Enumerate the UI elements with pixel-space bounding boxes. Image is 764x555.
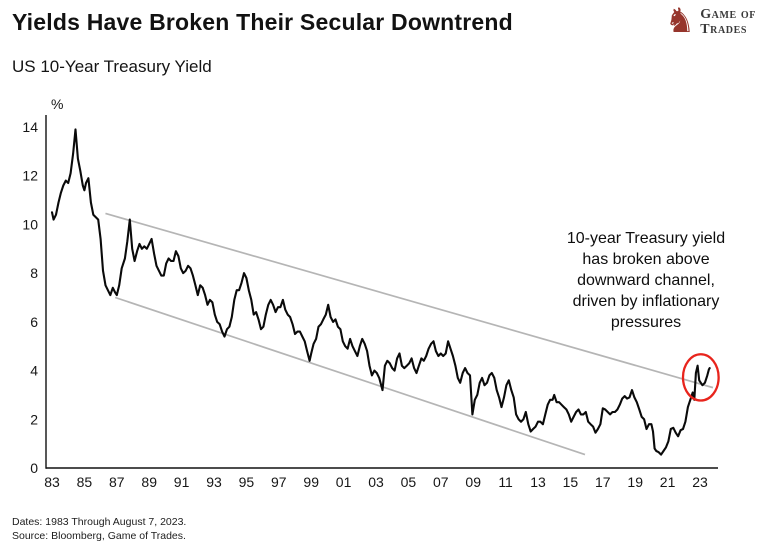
x-tick-label: 03 xyxy=(368,474,384,490)
y-tick-label: 0 xyxy=(30,460,38,476)
x-tick-label: 07 xyxy=(433,474,449,490)
y-tick-label: 4 xyxy=(30,363,38,379)
footnote-source: Source: Bloomberg, Game of Trades. xyxy=(12,529,186,542)
chart-subtitle: US 10-Year Treasury Yield xyxy=(12,57,212,76)
logo-line2: Trades xyxy=(700,22,748,37)
x-tick-label: 91 xyxy=(174,474,190,490)
x-tick-label: 85 xyxy=(77,474,93,490)
x-tick-label: 05 xyxy=(401,474,417,490)
y-tick-label: 8 xyxy=(30,265,38,281)
x-tick-label: 93 xyxy=(206,474,222,490)
x-tick-label: 83 xyxy=(44,474,60,490)
x-tick-label: 13 xyxy=(530,474,546,490)
game-of-trades-logo: ♞ Game of Trades xyxy=(664,2,756,40)
page-title: Yields Have Broken Their Secular Downtre… xyxy=(12,9,513,35)
x-tick-label: 23 xyxy=(692,474,708,490)
yield-line-chart: % 0 2 4 6 8 10 12 14 83 85 87 89 91 93 95 97 99 01 03 05 07 09… xyxy=(22,96,720,490)
y-tick-label: 10 xyxy=(22,216,38,232)
x-tick-label: 97 xyxy=(271,474,287,490)
x-tick-label: 87 xyxy=(109,474,125,490)
x-tick-label: 15 xyxy=(563,474,579,490)
chart-footnote: Dates: 1983 Through August 7, 2023. Sour… xyxy=(12,516,186,543)
x-tick-label: 95 xyxy=(239,474,255,490)
x-tick-label: 19 xyxy=(627,474,643,490)
x-tick-label: 89 xyxy=(141,474,157,490)
x-tick-label: 11 xyxy=(498,474,513,490)
lower-trendline xyxy=(114,296,586,456)
x-tick-label: 99 xyxy=(303,474,319,490)
footnote-dates: Dates: 1983 Through August 7, 2023. xyxy=(12,516,187,528)
y-tick-label: 12 xyxy=(22,168,38,184)
x-tick-label: 01 xyxy=(336,474,352,490)
logo-text: Game of Trades xyxy=(700,8,756,37)
y-tick-label: 2 xyxy=(30,411,38,427)
yield-line xyxy=(50,128,711,456)
horse-head-icon: ♞ xyxy=(664,2,696,40)
y-axis-unit-label: % xyxy=(51,96,63,112)
logo-line1: Game of xyxy=(700,7,756,23)
x-tick-label: 17 xyxy=(595,474,611,490)
y-tick-label: 14 xyxy=(22,119,38,135)
x-tick-label: 09 xyxy=(465,474,481,490)
y-tick-label: 6 xyxy=(30,314,38,330)
breakout-highlight-circle xyxy=(681,353,720,402)
x-tick-label: 21 xyxy=(660,474,676,490)
breakout-annotation: 10-year Treasury yield has broken above … xyxy=(566,230,726,331)
upper-trendline xyxy=(105,212,714,389)
